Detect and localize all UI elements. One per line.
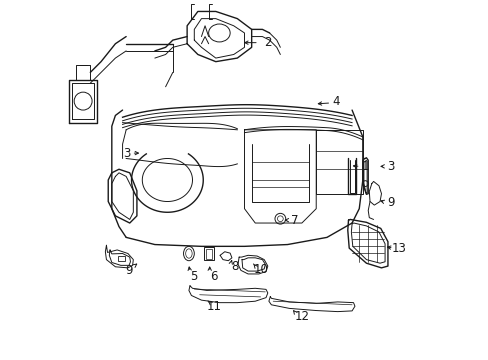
Text: 3: 3 [386,160,394,173]
Text: 7: 7 [290,214,298,227]
Text: 1: 1 [361,160,369,173]
Text: 4: 4 [331,95,339,108]
Text: 6: 6 [210,270,217,283]
Text: 5: 5 [189,270,197,283]
Text: 9: 9 [125,264,133,277]
Text: 3: 3 [123,147,130,159]
Text: 2: 2 [264,36,271,49]
Text: 13: 13 [391,242,406,255]
Bar [118,256,124,261]
Bar [205,249,212,258]
Text: 10: 10 [253,263,267,276]
Bar [203,247,214,260]
Text: 11: 11 [206,300,221,313]
Text: 12: 12 [294,310,309,323]
Text: 9: 9 [386,196,394,209]
Text: 8: 8 [231,260,238,273]
